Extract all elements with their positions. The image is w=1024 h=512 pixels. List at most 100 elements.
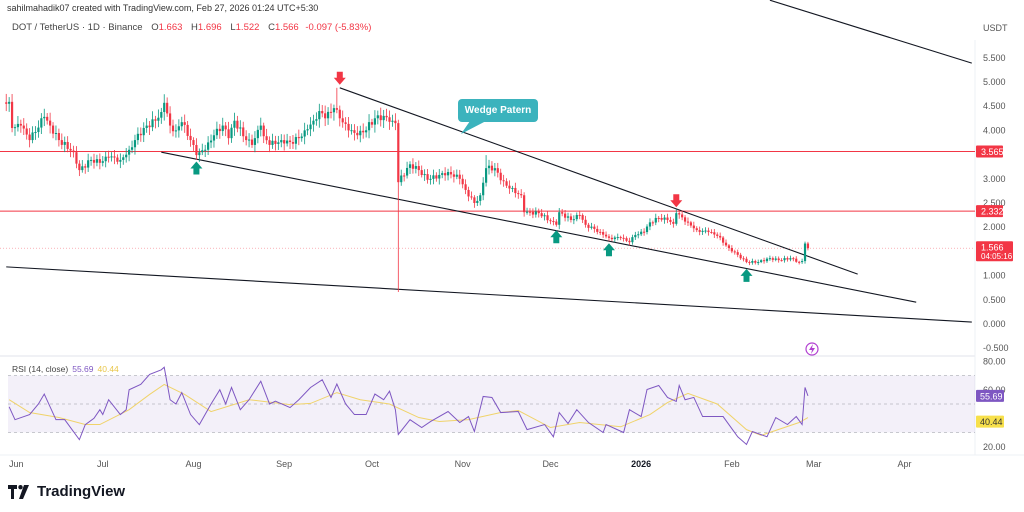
arrow-down-icon — [670, 194, 683, 208]
candle-body — [531, 211, 535, 215]
candle-body — [34, 132, 37, 134]
candle-body — [400, 175, 403, 183]
candle-body — [642, 231, 646, 233]
candle-body — [733, 251, 736, 253]
candle-body — [125, 154, 128, 158]
candle-body — [122, 157, 125, 160]
candle-body — [414, 166, 417, 169]
candle-body — [154, 119, 157, 121]
candle-body — [537, 211, 540, 214]
candle-body — [599, 231, 602, 233]
candle-body — [444, 173, 447, 176]
candle-body — [558, 212, 561, 225]
candle-body — [651, 222, 654, 224]
candle-body — [438, 174, 441, 179]
arrow-up-icon — [740, 268, 753, 282]
candle-body — [245, 136, 248, 141]
candle-body — [365, 130, 368, 133]
candle-body — [420, 170, 423, 176]
candle-body — [28, 134, 31, 141]
candle-body — [780, 260, 783, 262]
candle-body — [458, 174, 461, 179]
candle-body — [227, 129, 230, 139]
candle-body — [470, 196, 473, 198]
candle-body — [637, 234, 640, 236]
candle-body — [37, 127, 40, 133]
candle-body — [546, 215, 549, 221]
candle-body — [151, 119, 154, 128]
candle-body — [98, 159, 101, 163]
candle-body — [446, 172, 450, 176]
candle-body — [528, 211, 532, 213]
time-axis-tick: Apr — [897, 459, 911, 469]
candle-body — [692, 225, 695, 229]
candle-body — [160, 112, 163, 118]
rsi-ma-value: 40.44 — [97, 364, 119, 374]
candle-body — [60, 140, 63, 145]
candle-body — [101, 161, 104, 163]
candle-body — [610, 237, 614, 240]
candle-body — [543, 215, 546, 217]
candle-body — [297, 137, 300, 139]
candle-body — [212, 135, 216, 141]
candle-body — [704, 230, 707, 232]
candle-body — [587, 224, 590, 228]
chart-credit: sahilmahadik07 created with TradingView.… — [7, 3, 319, 13]
candle-body — [666, 217, 669, 220]
time-axis-tick: Jun — [9, 459, 24, 469]
tradingview-logo[interactable]: TradingView — [8, 483, 125, 500]
symbol-legend: DOT / TetherUS · 1D · Binance O1.663 H1.… — [12, 22, 371, 33]
candle-body — [792, 258, 795, 260]
candle-body — [578, 214, 581, 216]
wedge-pattern-callout[interactable]: Wedge Patern — [458, 99, 538, 122]
candle-body — [613, 237, 616, 240]
candle-body — [432, 175, 435, 179]
candle-body — [508, 185, 511, 189]
candle-body — [324, 113, 327, 119]
trendline — [339, 87, 858, 275]
price-axis-tick: 5.000 — [983, 77, 1006, 87]
candle-body — [326, 111, 330, 119]
last-price-label — [976, 241, 1013, 262]
candle-body — [286, 140, 289, 144]
candle-body — [523, 195, 526, 213]
candle-body — [110, 156, 113, 158]
brand-name: TradingView — [37, 483, 126, 500]
candle-body — [265, 136, 268, 141]
candle-body — [119, 159, 122, 162]
candle-body — [300, 136, 303, 139]
candle-body — [511, 187, 514, 189]
rsi-value-text: 55.69 — [980, 391, 1003, 401]
candle-body — [584, 219, 587, 225]
candle-body — [95, 159, 99, 163]
candle-body — [479, 195, 482, 201]
candle-body — [116, 157, 119, 162]
candle-body — [66, 141, 69, 149]
candle-body — [566, 216, 570, 218]
candle-body — [75, 152, 78, 164]
flash-icon — [805, 342, 819, 356]
level-price-label — [976, 205, 1003, 218]
candle-body — [426, 174, 429, 180]
candle-body — [739, 254, 742, 259]
candle-body — [283, 140, 286, 144]
candle-body — [672, 221, 675, 224]
candle-body — [54, 133, 58, 135]
rsi-ma-value-label — [976, 415, 1004, 428]
candle-body — [274, 140, 277, 144]
arrow-up-icon — [550, 230, 563, 244]
candle-body — [631, 237, 634, 243]
candle-body — [215, 128, 218, 136]
candle-body — [625, 238, 628, 241]
candle-body — [786, 258, 789, 260]
candle-body — [239, 127, 242, 129]
open-value: 1.663 — [158, 22, 183, 33]
candle-body — [493, 168, 496, 171]
candle-body — [768, 258, 772, 260]
candle-body — [43, 116, 46, 119]
level-price-text: 2.332 — [981, 207, 1004, 217]
symbol-title[interactable]: DOT / TetherUS · 1D · Binance — [12, 22, 143, 33]
candle-body — [136, 133, 139, 141]
candle-body — [686, 221, 690, 223]
